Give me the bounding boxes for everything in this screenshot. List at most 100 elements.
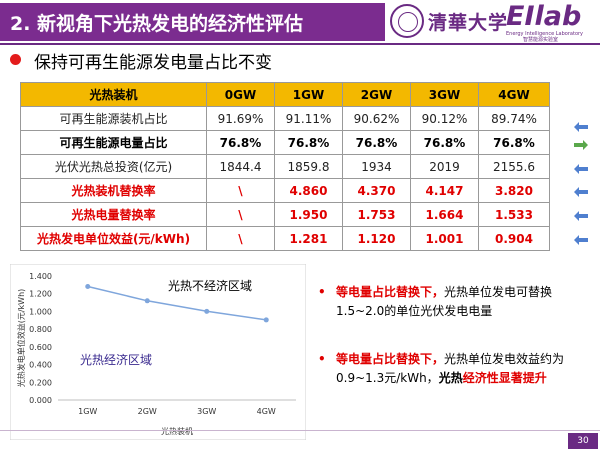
x-tick-label: 2GW: [138, 407, 157, 416]
table-cell: 89.74%: [478, 106, 550, 131]
data-point: [263, 317, 269, 323]
data-point: [204, 308, 210, 314]
arrow-left-icon: [574, 235, 588, 245]
x-tick-label: 3GW: [197, 407, 216, 416]
header: 2. 新视角下光热发电的经济性评估 清華大学 EIlab Energy Inte…: [0, 0, 600, 45]
chart-frame: [9, 263, 307, 441]
bullet-icon: •: [318, 285, 326, 299]
arrow-left-icon: [574, 164, 588, 174]
table-header-cell: 0GW: [206, 82, 275, 107]
note-text: 光热单位发电效益约为0.9~1.3元/kWh，: [336, 352, 565, 385]
data-point: [85, 284, 91, 290]
table-header-cell: 2GW: [342, 82, 411, 107]
table-cell: 91.69%: [206, 106, 275, 131]
x-tick-label: 4GW: [257, 407, 276, 416]
table-cell: 1.950: [274, 202, 343, 227]
table-cell: 0.904: [478, 226, 550, 251]
page-number: 30: [568, 433, 598, 449]
table-row: 光热装机替换率 \ 4.860 4.370 4.147 3.820: [20, 178, 550, 203]
chart-svg: 0.000 0.200 0.400 0.600 0.800 1.000 1.200 1.400…: [9, 263, 307, 441]
eilab-subtitle-cn: 智慧能源实验室: [523, 37, 559, 43]
table-cell: 1934: [342, 154, 411, 179]
table-cell: 1.281: [274, 226, 343, 251]
table-cell: 4.860: [274, 178, 343, 203]
y-tick-label: 0.600: [29, 343, 52, 352]
table-cell: 1.001: [410, 226, 479, 251]
table-cell: 光热装机替换率: [20, 178, 207, 203]
table-cell: 光伏光热总投资(亿元): [20, 154, 207, 179]
table-cell: 可再生能源装机占比: [20, 106, 207, 131]
subtitle-text: 保持可再生能源发电量占比不变: [34, 53, 272, 73]
data-table: 光热装机 0GW 1GW 2GW 3GW 4GW 可再生能源装机占比 91.69…: [20, 82, 550, 251]
table-row: 可再生能源装机占比 91.69% 91.11% 90.62% 90.12% 89…: [20, 106, 550, 131]
y-tick-label: 1.200: [29, 290, 52, 299]
note-text: 光热单位发电可替换1.5~2.0的单位光伏发电电量: [336, 285, 553, 318]
table-row: 光热发电单位效益(元/kWh) \ 1.281 1.120 1.001 0.90…: [20, 226, 550, 251]
table-row: 可再生能源电量占比 76.8% 76.8% 76.8% 76.8% 76.8%: [20, 130, 550, 155]
bullet-icon: •: [318, 352, 326, 366]
table-header-cell: 1GW: [274, 82, 343, 107]
table-cell: 1.664: [410, 202, 479, 227]
data-point: [144, 298, 150, 304]
table-header-cell: 3GW: [410, 82, 479, 107]
arrow-left-icon: [574, 211, 588, 221]
footer-divider: [0, 430, 600, 431]
x-axis-label: 光热装机: [161, 426, 193, 436]
note-highlight: 经济性显著提升: [462, 371, 547, 385]
table-cell: 1.753: [342, 202, 411, 227]
arrow-left-icon: [574, 122, 588, 132]
table-cell: 76.8%: [478, 130, 550, 155]
table-row: 光伏光热总投资(亿元) 1844.4 1859.8 1934 2019 2155…: [20, 154, 550, 179]
bullet-icon: [10, 54, 21, 65]
logo-area: 清華大学 EIlab Energy Intelligence Laborator…: [388, 1, 598, 44]
slide-title: 2. 新视角下光热发电的经济性评估: [10, 13, 304, 35]
table-cell: 光热电量替换率: [20, 202, 207, 227]
note-highlight: 等电量占比替换下，: [336, 352, 445, 366]
table-cell: 90.12%: [410, 106, 479, 131]
eilab-subtitle-en: Energy Intelligence Laboratory: [506, 31, 584, 37]
y-tick-label: 1.000: [29, 307, 52, 316]
table-cell: 1.120: [342, 226, 411, 251]
table-header-cell: 4GW: [478, 82, 550, 107]
table-cell: 1844.4: [206, 154, 275, 179]
table-cell: 4.370: [342, 178, 411, 203]
tsinghua-seal-icon: [390, 4, 424, 38]
table-header-row: 光热装机 0GW 1GW 2GW 3GW 4GW: [20, 82, 550, 107]
note-bold: 光热: [438, 371, 463, 385]
y-tick-label: 0.000: [29, 396, 52, 405]
table-cell: 90.62%: [342, 106, 411, 131]
table-cell: 76.8%: [206, 130, 275, 155]
table-cell: 76.8%: [342, 130, 411, 155]
y-tick-label: 0.800: [29, 325, 52, 334]
chart-annotation: 光热经济区域: [80, 352, 152, 367]
header-divider: [0, 43, 600, 45]
university-logo-text: 清華大学: [428, 12, 509, 34]
table-row: 光热电量替换率 \ 1.950 1.753 1.664 1.533: [20, 202, 550, 227]
series-line: [87, 285, 267, 321]
table-cell: 光热发电单位效益(元/kWh): [20, 226, 207, 251]
table-cell: 76.8%: [274, 130, 343, 155]
table-header-cell: 光热装机: [20, 82, 207, 107]
arrow-left-icon: [574, 187, 588, 197]
eilab-logo: EIlab: [506, 1, 582, 32]
table-cell: \: [206, 226, 275, 251]
table-cell: 4.147: [410, 178, 479, 203]
y-tick-label: 1.400: [29, 272, 52, 281]
note-highlight: 等电量占比替换下，: [336, 285, 445, 299]
table-cell: 3.820: [478, 178, 550, 203]
table-cell: 91.11%: [274, 106, 343, 131]
table-cell: 2155.6: [478, 154, 550, 179]
y-tick-label: 0.200: [29, 378, 52, 387]
table-cell: 1.533: [478, 202, 550, 227]
chart-annotation: 光热不经济区域: [168, 278, 252, 293]
table-cell: 2019: [410, 154, 479, 179]
arrow-right-icon: [574, 140, 588, 150]
table-cell: \: [206, 202, 275, 227]
title-bar: 2. 新视角下光热发电的经济性评估: [0, 3, 385, 41]
line-chart: 0.000 0.200 0.400 0.600 0.800 1.000 1.200 1.400…: [9, 263, 307, 441]
y-axis-label: 光热发电单位效益(元/kWh): [16, 289, 26, 388]
x-tick-label: 1GW: [78, 407, 97, 416]
table-cell: 可再生能源电量占比: [20, 130, 207, 155]
table-cell: \: [206, 178, 275, 203]
table-cell: 1859.8: [274, 154, 343, 179]
